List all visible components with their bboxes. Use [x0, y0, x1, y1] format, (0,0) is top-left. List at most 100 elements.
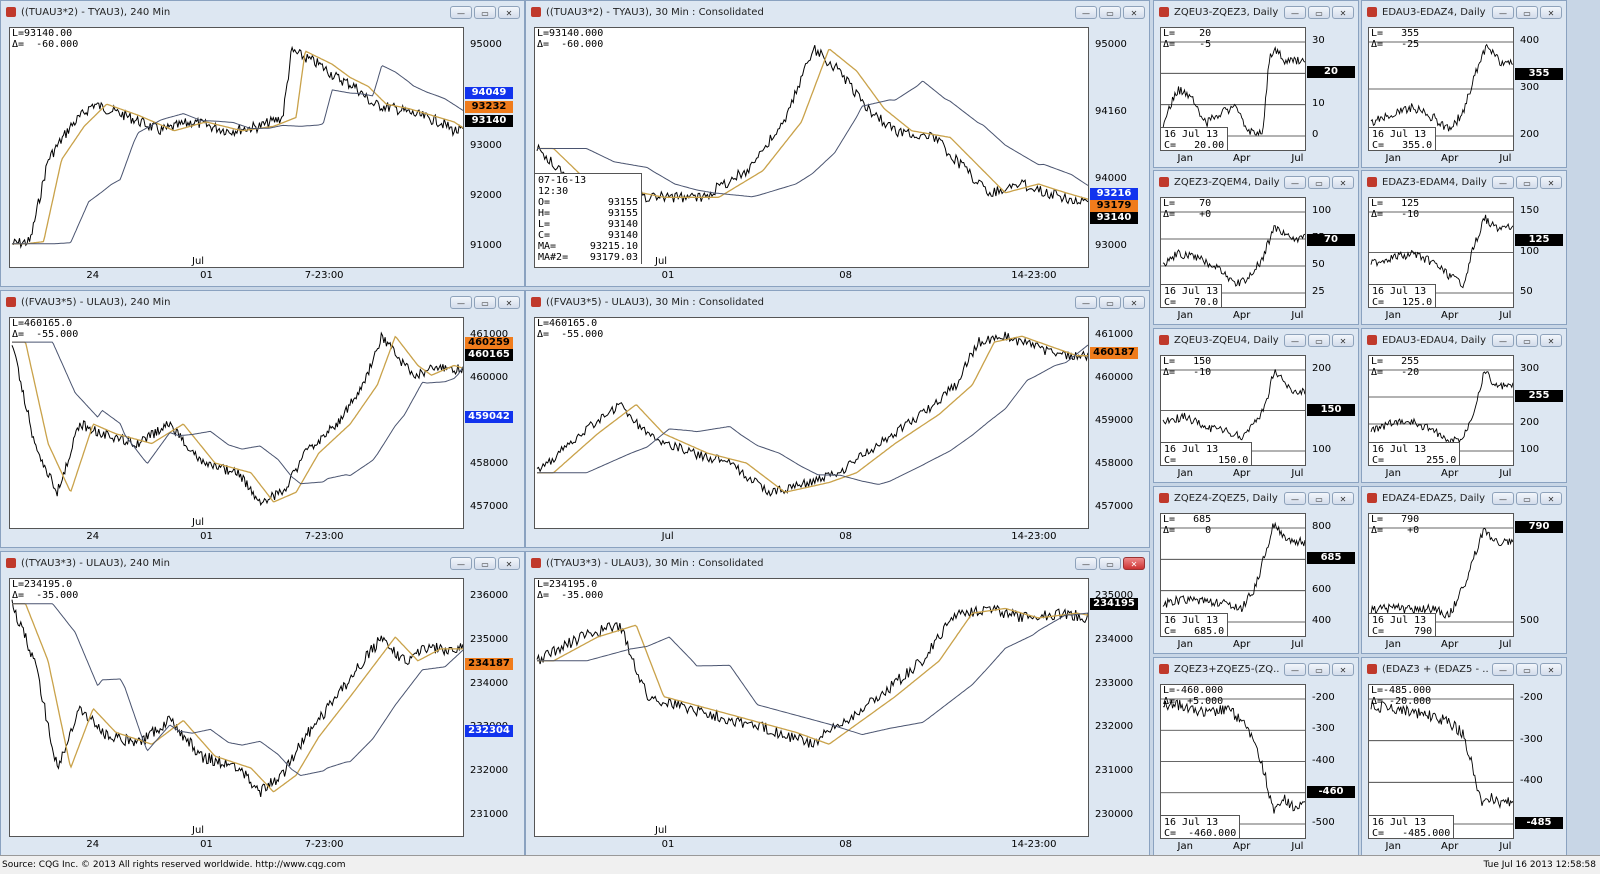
maximize-button[interactable]: ▭: [474, 6, 496, 19]
plot-area[interactable]: L=234195.0 Δ= -35.000 Jul: [534, 578, 1089, 837]
plot-area[interactable]: L= 70 Δ= +0 16 Jul 13 C= 70.0: [1160, 197, 1306, 308]
chart-window[interactable]: ZQEZ3-ZQEM4, Daily — ▭ ✕ L= 70 Δ= +0 16 Jul 13…: [1153, 170, 1359, 325]
window-titlebar[interactable]: ZQEZ3-ZQEM4, Daily — ▭ ✕: [1154, 171, 1358, 195]
maximize-button[interactable]: ▭: [1516, 6, 1538, 19]
minimize-button[interactable]: —: [1492, 6, 1514, 19]
minimize-button[interactable]: —: [1492, 492, 1514, 505]
close-button[interactable]: ✕: [1332, 6, 1354, 19]
close-button[interactable]: ✕: [1123, 557, 1145, 570]
price-line: [11, 599, 463, 797]
chart-window[interactable]: ZQEU3-ZQEZ3, Daily — ▭ ✕ L= 20 Δ= -5 16 Jul 13…: [1153, 0, 1359, 168]
chart-window[interactable]: ((TUAU3*2) - TYAU3), 30 Min : Consolidat…: [525, 0, 1150, 287]
plot-area[interactable]: L=-485.000 Δ= -20.000 16 Jul 13 C= -485.000: [1368, 684, 1514, 839]
chart-window[interactable]: ((FVAU3*5) - ULAU3), 30 Min : Consolidat…: [525, 290, 1150, 548]
chart-window[interactable]: (EDAZ3 + (EDAZ5 - ... — ▭ ✕ L=-485.000 Δ= -20…: [1361, 657, 1567, 856]
close-button[interactable]: ✕: [1540, 176, 1562, 189]
maximize-button[interactable]: ▭: [1516, 663, 1538, 676]
close-button[interactable]: ✕: [1332, 334, 1354, 347]
maximize-button[interactable]: ▭: [1516, 176, 1538, 189]
info-line: L=93140.000: [537, 28, 604, 39]
chart-window[interactable]: EDAU3-EDAZ4, Daily — ▭ ✕ L= 355 Δ= -25 16 Jul …: [1361, 0, 1567, 168]
plot-area[interactable]: L= 20 Δ= -5 16 Jul 13 C= 20.00: [1160, 27, 1306, 151]
maximize-button[interactable]: ▭: [474, 557, 496, 570]
window-titlebar[interactable]: EDAU3-EDAZ4, Daily — ▭ ✕: [1362, 1, 1566, 25]
window-titlebar[interactable]: EDAZ4-EDAZ5, Daily — ▭ ✕: [1362, 487, 1566, 511]
window-titlebar[interactable]: ((TYAU3*3) - ULAU3), 30 Min : Consolidat…: [526, 552, 1149, 576]
chart-window[interactable]: ZQEU3-ZQEU4, Daily — ▭ ✕ L= 150 Δ= -10 16 Jul …: [1153, 328, 1359, 483]
plot-area[interactable]: L= 125 Δ= -10 16 Jul 13 C= 125.0: [1368, 197, 1514, 308]
window-titlebar[interactable]: ((TYAU3*3) - ULAU3), 240 Min — ▭ ✕: [1, 552, 524, 576]
minimize-button[interactable]: —: [1492, 176, 1514, 189]
chart-window[interactable]: ((FVAU3*5) - ULAU3), 240 Min — ▭ ✕ L=460165.…: [0, 290, 525, 548]
plot-area[interactable]: L= 255 Δ= -20 16 Jul 13 C= 255.0: [1368, 355, 1514, 466]
y-axis-tick: 234000: [1095, 633, 1134, 645]
minimize-button[interactable]: —: [1492, 663, 1514, 676]
chart-window[interactable]: ((TYAU3*3) - ULAU3), 30 Min : Consolidat…: [525, 551, 1150, 856]
maximize-button[interactable]: ▭: [1308, 334, 1330, 347]
plot-area[interactable]: L= 790 Δ= +0 16 Jul 13 C= 790: [1368, 513, 1514, 637]
maximize-button[interactable]: ▭: [1099, 296, 1121, 309]
close-button[interactable]: ✕: [1123, 296, 1145, 309]
minimize-button[interactable]: —: [1284, 176, 1306, 189]
minimize-button[interactable]: —: [1075, 557, 1097, 570]
maximize-button[interactable]: ▭: [1516, 492, 1538, 505]
chart-window[interactable]: ZQEZ4-ZQEZ5, Daily — ▭ ✕ L= 685 Δ= 0 16 Jul 13…: [1153, 486, 1359, 654]
chart-window[interactable]: EDAU3-EDAU4, Daily — ▭ ✕ L= 255 Δ= -20 16 Jul …: [1361, 328, 1567, 483]
window-titlebar[interactable]: ((FVAU3*5) - ULAU3), 240 Min — ▭ ✕: [1, 291, 524, 315]
plot-area[interactable]: L=460165.0 Δ= -55.000 Jul: [9, 317, 464, 529]
maximize-button[interactable]: ▭: [1099, 557, 1121, 570]
minimize-button[interactable]: —: [1284, 334, 1306, 347]
close-button[interactable]: ✕: [1540, 492, 1562, 505]
plot-area[interactable]: L= 150 Δ= -10 16 Jul 13 C= 150.0: [1160, 355, 1306, 466]
window-titlebar[interactable]: EDAZ3-EDAM4, Daily — ▭ ✕: [1362, 171, 1566, 195]
close-button[interactable]: ✕: [498, 6, 520, 19]
close-button[interactable]: ✕: [1123, 6, 1145, 19]
window-titlebar[interactable]: ZQEU3-ZQEU4, Daily — ▭ ✕: [1154, 329, 1358, 353]
chart-window[interactable]: ZQEZ3+ZQEZ5-(ZQ... — ▭ ✕ L=-460.000 Δ= +5.000…: [1153, 657, 1359, 856]
minimize-button[interactable]: —: [1284, 6, 1306, 19]
minimize-button[interactable]: —: [450, 557, 472, 570]
minimize-button[interactable]: —: [1284, 663, 1306, 676]
chart-window[interactable]: EDAZ4-EDAZ5, Daily — ▭ ✕ L= 790 Δ= +0 16 Jul 1…: [1361, 486, 1567, 654]
close-button[interactable]: ✕: [498, 296, 520, 309]
plot-area[interactable]: L=460165.0 Δ= -55.000: [534, 317, 1089, 529]
window-titlebar[interactable]: EDAU3-EDAU4, Daily — ▭ ✕: [1362, 329, 1566, 353]
window-titlebar[interactable]: ZQEU3-ZQEZ3, Daily — ▭ ✕: [1154, 1, 1358, 25]
minimize-button[interactable]: —: [1284, 492, 1306, 505]
minimize-button[interactable]: —: [1075, 296, 1097, 309]
plot-area[interactable]: L= 355 Δ= -25 16 Jul 13 C= 355.0: [1368, 27, 1514, 151]
maximize-button[interactable]: ▭: [1308, 6, 1330, 19]
window-titlebar[interactable]: ZQEZ3+ZQEZ5-(ZQ... — ▭ ✕: [1154, 658, 1358, 682]
plot-area[interactable]: L=93140.00 Δ= -60.000 Jul: [9, 27, 464, 268]
y-axis-tick: 95000: [1095, 39, 1127, 50]
minimize-button[interactable]: —: [1075, 6, 1097, 19]
plot-area[interactable]: L= 685 Δ= 0 16 Jul 13 C= 685.0: [1160, 513, 1306, 637]
close-button[interactable]: ✕: [1540, 6, 1562, 19]
close-button[interactable]: ✕: [1332, 176, 1354, 189]
maximize-button[interactable]: ▭: [1308, 492, 1330, 505]
maximize-button[interactable]: ▭: [1099, 6, 1121, 19]
chart-window[interactable]: ((TUAU3*2) - TYAU3), 240 Min — ▭ ✕ L=93140.0…: [0, 0, 525, 287]
close-button[interactable]: ✕: [498, 557, 520, 570]
plot-area[interactable]: L=93140.000 Δ= -60.000 07-16-13 12:30 O= 9315…: [534, 27, 1089, 268]
chart-window[interactable]: EDAZ3-EDAM4, Daily — ▭ ✕ L= 125 Δ= -10 16 Jul …: [1361, 170, 1567, 325]
close-button[interactable]: ✕: [1540, 663, 1562, 676]
minimize-button[interactable]: —: [450, 6, 472, 19]
close-button[interactable]: ✕: [1540, 334, 1562, 347]
window-titlebar[interactable]: ((TUAU3*2) - TYAU3), 30 Min : Consolidat…: [526, 1, 1149, 25]
close-button[interactable]: ✕: [1332, 663, 1354, 676]
chart-window[interactable]: ((TYAU3*3) - ULAU3), 240 Min — ▭ ✕ L=234195.…: [0, 551, 525, 856]
minimize-button[interactable]: —: [1492, 334, 1514, 347]
maximize-button[interactable]: ▭: [474, 296, 496, 309]
minimize-button[interactable]: —: [450, 296, 472, 309]
window-titlebar[interactable]: (EDAZ3 + (EDAZ5 - ... — ▭ ✕: [1362, 658, 1566, 682]
maximize-button[interactable]: ▭: [1308, 663, 1330, 676]
window-titlebar[interactable]: ((FVAU3*5) - ULAU3), 30 Min : Consolidat…: [526, 291, 1149, 315]
plot-area[interactable]: L=-460.000 Δ= +5.000 16 Jul 13 C= -460.000: [1160, 684, 1306, 839]
maximize-button[interactable]: ▭: [1308, 176, 1330, 189]
window-titlebar[interactable]: ((TUAU3*2) - TYAU3), 240 Min — ▭ ✕: [1, 1, 524, 25]
close-button[interactable]: ✕: [1332, 492, 1354, 505]
maximize-button[interactable]: ▭: [1516, 334, 1538, 347]
window-titlebar[interactable]: ZQEZ4-ZQEZ5, Daily — ▭ ✕: [1154, 487, 1358, 511]
plot-area[interactable]: L=234195.0 Δ= -35.000 Jul: [9, 578, 464, 837]
